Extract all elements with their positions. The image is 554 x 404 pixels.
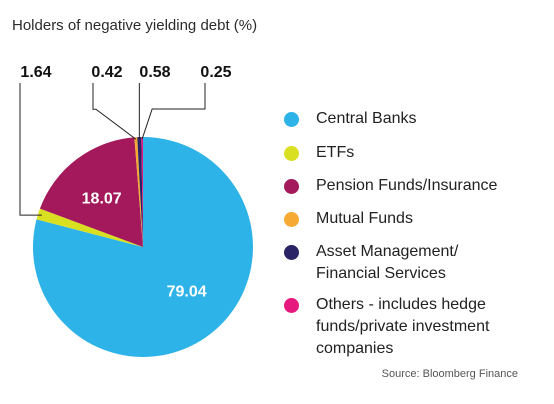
source-note: Source: Bloomberg Finance [381,368,518,380]
slice-value-label: 79.04 [167,284,207,301]
callout-value-label: 1.64 [20,64,51,81]
callout-value-label: 0.58 [139,64,170,81]
legend-item-central-banks: Central Banks [284,108,497,142]
legend-swatch [284,245,299,260]
slice-pension-funds [39,137,144,247]
legend-swatch [284,112,299,127]
slice-central-banks [32,137,254,358]
legend-label: Others - includes hedge funds/private in… [316,296,490,357]
callout-line [19,83,42,216]
legend-label: Pension Funds/Insurance [316,177,498,194]
callout-value-label: 0.25 [200,64,231,81]
slice-etfs [36,208,143,247]
legend-swatch [284,212,299,227]
legend-item-others: Others - includes hedge funds/private in… [284,294,497,360]
legend-item-asset-management: Asset Management/ Financial Services [284,241,497,294]
slice-others [141,137,143,247]
legend: Central Banks ETFs Pension Funds/Insuran… [284,108,497,360]
legend-swatch [284,179,299,194]
callout-value-label: 0.42 [91,64,122,81]
legend-label: Asset Management/ Financial Services [316,243,459,282]
legend-item-etfs: ETFs [284,142,497,175]
legend-label: Central Banks [316,110,417,127]
legend-swatch [284,146,299,161]
slice-value-label: 18.07 [82,191,122,208]
legend-swatch [284,298,299,313]
legend-item-pension-funds: Pension Funds/Insurance [284,175,497,208]
legend-label: Mutual Funds [316,210,413,227]
callout-line [141,83,206,140]
callout-line [92,83,137,140]
legend-item-mutual-funds: Mutual Funds [284,208,497,241]
legend-label: ETFs [316,144,355,161]
chart-title: Holders of negative yielding debt (%) [12,17,258,34]
slice-asset-management [137,137,143,247]
slice-mutual-funds [134,137,143,247]
